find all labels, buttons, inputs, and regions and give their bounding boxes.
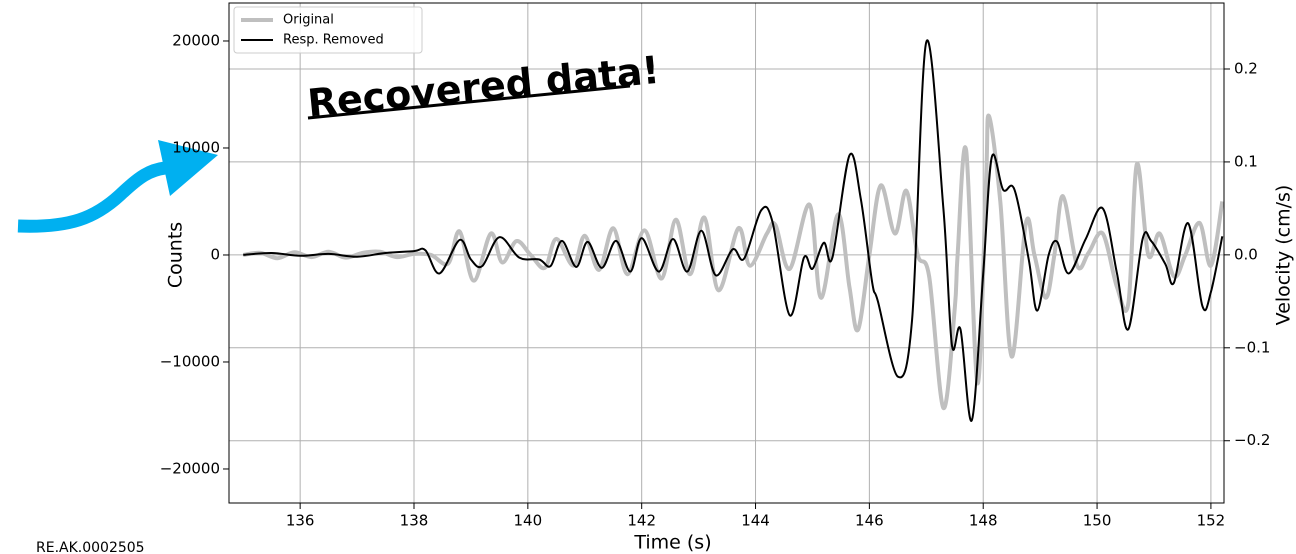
legend: Original Resp. Removed [233,6,423,54]
y2-axis-label: Velocity (cm/s) [1273,185,1295,326]
x-tick-label: 136 [286,512,315,530]
y-tick-label: −10000 [160,352,220,370]
y2-tick-label: 0.0 [1234,245,1258,263]
x-tick-label: 152 [1197,512,1226,530]
y2-tick-label: 0.1 [1234,152,1258,170]
x-tick-label: 138 [400,512,429,530]
footer-text: RE.AK.0002505 [36,540,145,554]
plot-frame [228,2,1225,504]
annotation-underline [307,84,631,120]
y2-tick-label: 0.2 [1234,59,1258,77]
y-axis-label: Counts [165,222,187,288]
x-tick-label: 140 [514,512,543,530]
series-line [243,39,1224,422]
x-axis-label: Time (s) [633,532,711,554]
x-tick-label: 150 [1083,512,1112,530]
plot-lines [242,39,1224,422]
y2-tick-label: −0.2 [1234,431,1270,449]
x-tick-label: 144 [741,512,770,530]
y2-tick-label: −0.1 [1234,338,1270,356]
x-tick-label: 142 [627,512,656,530]
y-tick-label: 10000 [172,138,220,156]
arrow-shaft [17,161,167,233]
arrow-head [158,140,218,196]
y-tick-label: 20000 [172,31,220,49]
legend-label: Resp. Removed [283,33,384,48]
x-tick-label: 146 [855,512,884,530]
legend-box [233,6,423,54]
y-tick-label: −20000 [160,459,220,477]
x-tick-label: 148 [969,512,998,530]
legend-label: Original [283,13,334,28]
y-tick-label: 0 [210,245,220,263]
